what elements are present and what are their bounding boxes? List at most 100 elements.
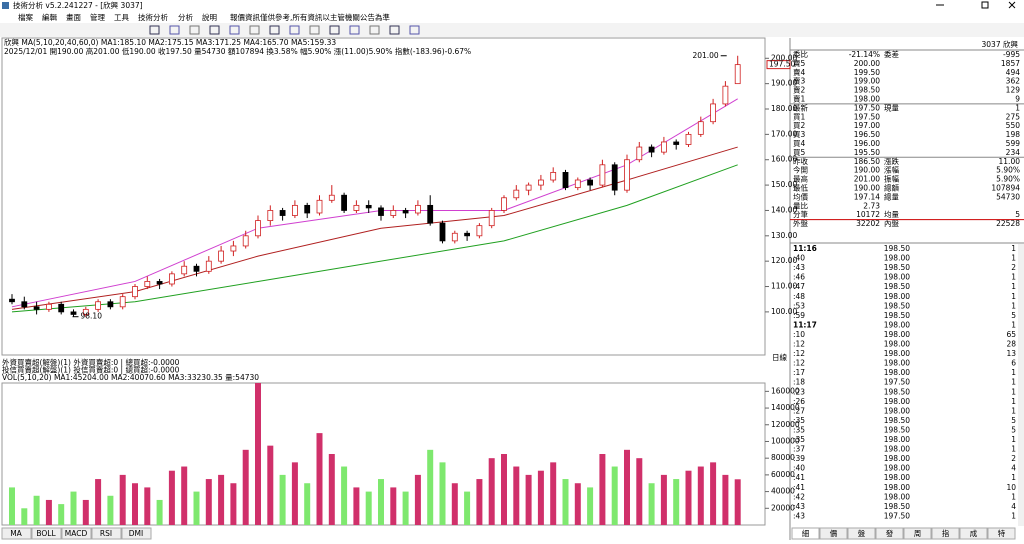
side-tab-label[interactable]: 價 xyxy=(830,529,838,538)
side-tab-label[interactable]: 細 xyxy=(802,528,810,538)
tick-time: :47 xyxy=(793,282,805,291)
side-tab-label[interactable]: 發 xyxy=(886,529,894,538)
tool-button[interactable] xyxy=(269,25,280,35)
indicator-tab[interactable] xyxy=(31,527,62,540)
side-tab[interactable] xyxy=(987,527,1016,540)
indicator-tab[interactable] xyxy=(1,527,32,540)
indicator-tab-label[interactable]: RSI xyxy=(100,529,112,538)
indicator-tab[interactable] xyxy=(91,527,122,540)
indicator-tab-label[interactable]: MACD xyxy=(65,529,88,538)
y-tick-label: 140000 xyxy=(771,403,800,412)
tool-button[interactable] xyxy=(209,25,220,35)
volume-bar xyxy=(168,470,175,525)
candle-body xyxy=(488,210,495,227)
tool-button[interactable] xyxy=(309,25,320,35)
candle-body xyxy=(513,189,520,199)
indicator-tab-label[interactable]: DMI xyxy=(129,529,143,538)
quote-label: 均量 xyxy=(884,209,899,219)
quote-volume: 599 xyxy=(1006,139,1021,148)
volume-bar xyxy=(451,483,458,525)
candle-body xyxy=(119,296,126,308)
scrollbar[interactable] xyxy=(1018,244,1024,526)
side-tab[interactable] xyxy=(791,527,820,540)
candle-body xyxy=(734,64,741,85)
tool-button[interactable] xyxy=(329,25,340,35)
side-tab-label[interactable]: 盤 xyxy=(858,528,866,538)
tool-button[interactable] xyxy=(369,25,380,35)
tool-button[interactable] xyxy=(249,25,260,35)
tool-button[interactable] xyxy=(289,25,300,35)
tick-time: :43 xyxy=(793,502,805,511)
menu-item[interactable]: 編輯 xyxy=(42,12,57,22)
tick-time: :12 xyxy=(793,359,805,368)
candle-body xyxy=(230,245,237,252)
volume-bar xyxy=(660,474,667,525)
maximize-button[interactable] xyxy=(981,1,989,9)
tick-time: 11:16 xyxy=(793,244,817,253)
tick-volume: 5 xyxy=(1011,416,1016,425)
volume-bar xyxy=(414,474,421,525)
volume-bar xyxy=(624,449,630,525)
menu-item[interactable]: 說明 xyxy=(202,12,217,22)
tool-button[interactable] xyxy=(349,25,360,35)
menu-item[interactable]: 工具 xyxy=(114,13,129,22)
quote-label: 賣5 xyxy=(793,58,805,68)
menu-item[interactable]: 分析 xyxy=(178,12,193,22)
indicator-tab[interactable] xyxy=(61,527,92,540)
tool-button[interactable] xyxy=(409,25,420,35)
tick-time: :18 xyxy=(793,378,805,387)
side-tab-label[interactable]: 成 xyxy=(970,528,978,538)
quote-label: 最新 xyxy=(793,102,808,112)
candle-body xyxy=(193,265,200,272)
side-tab[interactable] xyxy=(931,527,960,540)
tick-volume: 1 xyxy=(1011,406,1016,415)
tick-volume: 1 xyxy=(1011,320,1016,329)
quote-value: 5.90% xyxy=(996,175,1020,184)
side-tab[interactable] xyxy=(819,527,848,540)
volume-bar xyxy=(181,466,188,525)
volume-bar xyxy=(378,479,384,525)
volume-bar xyxy=(574,483,581,525)
side-tab-label[interactable]: 指 xyxy=(942,528,950,538)
toolbar xyxy=(0,23,1024,37)
tool-button[interactable] xyxy=(149,25,160,35)
menu-item[interactable]: 管理 xyxy=(90,12,105,22)
side-tab[interactable] xyxy=(847,527,876,540)
menu-item[interactable]: 檔案 xyxy=(18,12,33,22)
close-button[interactable] xyxy=(1008,1,1016,9)
tick-price: 198.50 xyxy=(884,282,910,291)
menu-item[interactable]: 技術分析 xyxy=(138,12,168,22)
tick-price: 198.50 xyxy=(884,387,910,396)
tick-volume: 6 xyxy=(1011,359,1016,368)
quote-label: 買4 xyxy=(793,139,805,148)
candle-body xyxy=(624,159,630,191)
tick-price: 197.50 xyxy=(884,378,910,387)
tick-time: :35 xyxy=(793,435,805,444)
tool-button[interactable] xyxy=(169,25,180,35)
quote-label: 賣4 xyxy=(793,67,805,77)
side-tab-label[interactable]: 特 xyxy=(998,528,1006,538)
side-tab[interactable] xyxy=(903,527,932,540)
tool-button[interactable] xyxy=(389,25,400,35)
tool-button[interactable] xyxy=(229,25,240,35)
tick-volume: 1 xyxy=(1011,387,1016,396)
quote-value: 197.50 xyxy=(854,103,880,112)
quote-value: 200.00 xyxy=(854,59,880,68)
tick-price: 198.00 xyxy=(884,368,910,377)
menu-item[interactable]: 畫面 xyxy=(66,12,81,22)
tool-button[interactable] xyxy=(189,25,200,35)
side-tab[interactable] xyxy=(875,527,904,540)
volume-bar xyxy=(525,474,532,525)
volume-bar xyxy=(488,458,495,525)
side-tab[interactable] xyxy=(959,527,988,540)
quote-value: 197.50 xyxy=(854,112,880,121)
indicator-tab[interactable] xyxy=(121,527,152,540)
candle-body xyxy=(353,204,360,211)
tick-price: 198.00 xyxy=(884,454,910,463)
quote-label: 漲跌 xyxy=(884,156,899,166)
indicator-tab-label[interactable]: BOLL xyxy=(36,529,56,538)
volume-bar xyxy=(279,474,286,525)
title-bar xyxy=(0,0,1024,11)
side-tab-label[interactable]: 周 xyxy=(914,529,922,538)
indicator-tab-label[interactable]: MA xyxy=(10,529,22,538)
